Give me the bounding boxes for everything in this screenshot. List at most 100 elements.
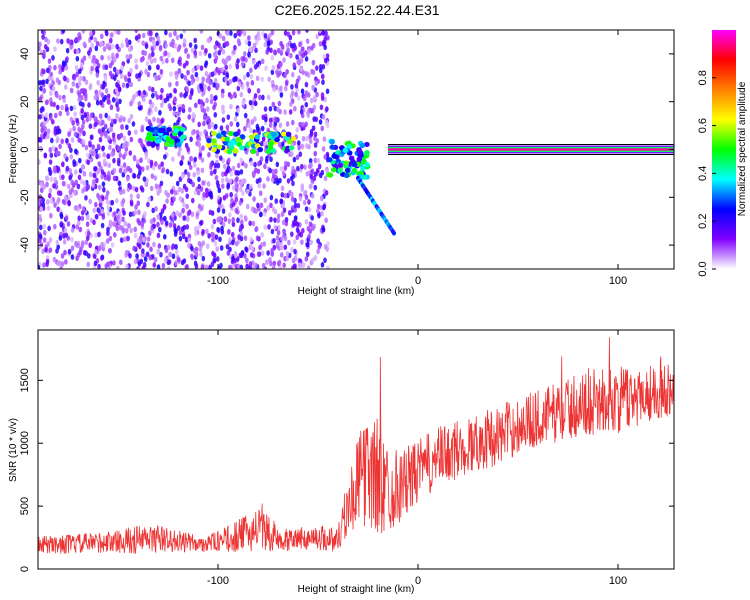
heatmap-cell <box>360 165 366 172</box>
heatmap-cell <box>80 215 85 222</box>
heatmap-cell <box>49 198 54 204</box>
heatmap-cell <box>324 190 329 196</box>
heatmap-cell <box>247 51 251 58</box>
heatmap-cell <box>288 109 293 115</box>
heatmap-cell <box>228 178 233 184</box>
heatmap-cell <box>53 223 57 230</box>
heatmap-cell <box>269 194 274 201</box>
heatmap-cell <box>105 190 110 196</box>
heatmap-cell <box>79 75 83 82</box>
heatmap-cell <box>152 116 156 123</box>
heatmap-cell <box>323 243 328 250</box>
heatmap-cell <box>106 230 110 237</box>
heatmap-cell <box>143 211 147 217</box>
heatmap-cell <box>93 260 98 267</box>
heatmap-cell <box>50 137 54 144</box>
heatmap-cell <box>282 57 286 63</box>
heatmap-cell <box>113 118 117 125</box>
heatmap-cell <box>326 241 330 247</box>
heatmap-cell <box>271 101 276 108</box>
heatmap-cell <box>239 186 243 192</box>
heatmap-cell <box>77 137 81 143</box>
heatmap-cell <box>133 209 138 216</box>
heatmap-cell <box>280 211 285 217</box>
heatmap-cell <box>181 207 186 214</box>
heatmap-cell <box>181 233 186 240</box>
heatmap-cell <box>318 41 323 47</box>
heatmap-cell <box>224 76 228 83</box>
heatmap-cell <box>221 104 225 111</box>
heatmap-cell <box>187 114 192 120</box>
heatmap-cell <box>72 74 76 81</box>
heatmap-cell <box>281 131 287 137</box>
heatmap-cell <box>273 224 277 230</box>
heatmap-cell <box>77 81 82 87</box>
heatmap-cell <box>201 240 206 246</box>
heatmap-cell <box>233 131 239 137</box>
heatmap-cell <box>235 187 239 193</box>
heatmap-cell <box>307 207 312 213</box>
heatmap-cell <box>134 186 139 193</box>
heatmap-cell <box>180 73 184 79</box>
heatmap-cell <box>296 59 301 65</box>
heatmap-cell <box>295 226 300 233</box>
heatmap-cell <box>271 131 277 138</box>
heatmap-cell <box>270 69 275 76</box>
heatmap-cell <box>106 204 111 211</box>
heatmap-cell <box>40 127 44 134</box>
heatmap-cell <box>249 252 254 258</box>
heatmap-cell <box>149 103 154 110</box>
colorbar-tick-label: 0.4 <box>697 166 709 181</box>
heatmap-cell <box>247 88 252 94</box>
heatmap-cell <box>147 85 152 92</box>
heatmap-cell <box>233 32 237 39</box>
heatmap-cell <box>300 239 304 245</box>
heatmap-cell <box>104 30 109 35</box>
heatmap-cell <box>120 124 124 130</box>
heatmap-cell <box>64 259 68 265</box>
heatmap-cell <box>239 230 243 237</box>
heatmap-cell <box>100 222 105 229</box>
heatmap-cell <box>78 249 82 256</box>
heatmap-cell <box>104 194 109 201</box>
heatmap-cell <box>295 127 300 133</box>
heatmap-cell <box>157 164 162 170</box>
heatmap-cell <box>135 73 139 79</box>
heatmap-cell <box>244 162 248 169</box>
heatmap-cell <box>244 216 248 222</box>
heatmap-cell <box>169 171 174 177</box>
heatmap-cell <box>49 152 54 159</box>
heatmap-cell <box>97 128 102 134</box>
heatmap-cell <box>239 30 243 35</box>
heatmap-cell <box>76 48 80 55</box>
heatmap-cell <box>218 199 222 205</box>
heatmap-cell <box>165 198 169 204</box>
heatmap-cell <box>234 241 239 247</box>
heatmap-cell <box>321 114 326 120</box>
heatmap-cell <box>43 43 48 50</box>
heatmap-cell <box>58 63 62 70</box>
heatmap-cell <box>193 162 197 168</box>
heatmap-cell <box>232 184 236 191</box>
heatmap-cell <box>221 208 226 214</box>
heatmap-cell <box>345 167 351 173</box>
heatmap-cell <box>248 127 253 134</box>
heatmap-cell <box>278 177 282 184</box>
heatmap-cell <box>221 35 226 42</box>
heatmap-cell <box>184 236 189 243</box>
heatmap-cell <box>159 68 164 75</box>
heatmap-cell <box>62 239 67 245</box>
heatmap-cell <box>271 206 276 213</box>
heatmap-cell <box>140 92 144 99</box>
heatmap-cell <box>239 157 244 164</box>
heatmap-cell <box>102 186 106 193</box>
colorbar: 0.0 0.2 0.4 0.6 0.8 Normalized spectral ampl… <box>697 30 748 277</box>
heatmap-cell <box>266 250 270 256</box>
heatmap-cell <box>197 136 202 142</box>
heatmap-cell <box>186 146 190 152</box>
heatmap-cell <box>250 245 255 252</box>
heatmap-cell <box>203 62 208 69</box>
heatmap-cell <box>148 254 153 261</box>
heatmap-cell <box>124 249 129 256</box>
heatmap-cell <box>100 169 105 175</box>
